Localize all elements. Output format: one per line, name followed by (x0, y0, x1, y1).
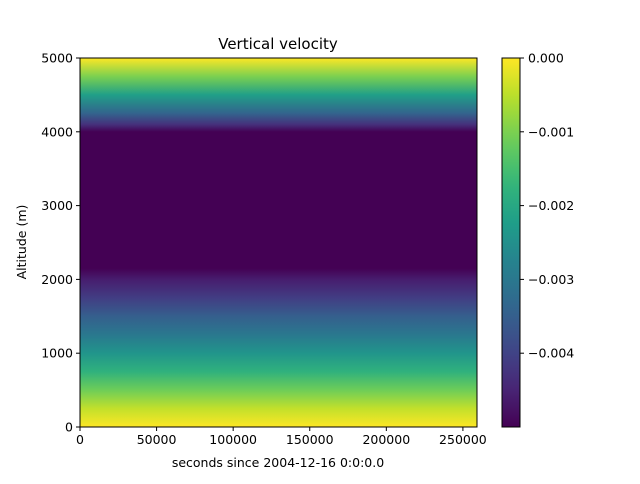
y-axis-label: Altitude (m) (14, 205, 29, 280)
x-axis-label: seconds since 2004-12-16 0:0:0.0 (172, 455, 384, 470)
plot-frame (79, 57, 478, 428)
heatmap-field (80, 58, 477, 427)
x-tick-label: 100000 (209, 432, 257, 447)
x-tick-label: 150000 (286, 432, 334, 447)
y-tick-label: 5000 (41, 51, 73, 66)
colorbar-tick-label: −0.004 (528, 346, 574, 361)
colorbar-frame (501, 57, 521, 428)
y-tick-label: 4000 (41, 124, 73, 139)
x-tick-label: 250000 (439, 432, 487, 447)
colorbar-tick-label: −0.001 (528, 124, 574, 139)
x-axis: 0 50000 100000 150000 200000 250000 (76, 427, 487, 447)
colorbar-tick-label: 0.000 (528, 51, 564, 66)
x-tick-label: 0 (76, 432, 84, 447)
y-tick-label: 3000 (41, 198, 73, 213)
x-tick-label: 50000 (137, 432, 177, 447)
colorbar-axis: 0.000 −0.001 −0.002 −0.003 −0.004 (520, 51, 574, 361)
y-tick-label: 0 (65, 420, 73, 435)
chart-title: Vertical velocity (218, 35, 338, 53)
y-axis: 0 1000 2000 3000 4000 5000 (41, 51, 80, 435)
y-tick-label: 2000 (41, 272, 73, 287)
colorbar-tick-label: −0.002 (528, 198, 574, 213)
x-tick-label: 200000 (362, 432, 410, 447)
colorbar (502, 58, 520, 427)
y-tick-label: 1000 (41, 346, 73, 361)
colorbar-tick-label: −0.003 (528, 272, 574, 287)
